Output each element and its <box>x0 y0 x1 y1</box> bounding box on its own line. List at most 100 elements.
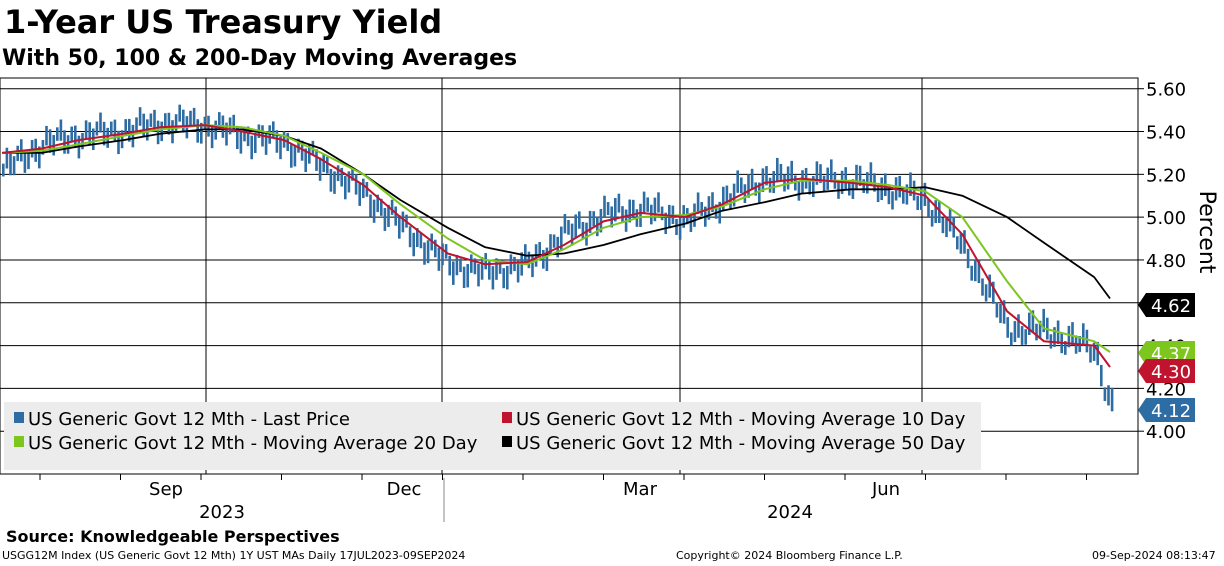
price-bar <box>596 217 599 237</box>
price-bar <box>844 167 847 189</box>
price-bar <box>1006 317 1009 338</box>
price-bar <box>246 126 250 147</box>
footer-index-info: USGG12M Index (US Generic Govt 12 Mth) 1… <box>2 549 466 562</box>
source-note: Source: Knowledgeable Perspectives <box>6 527 340 546</box>
last-value-price: 4.12 <box>1138 398 1195 422</box>
price-bar <box>56 127 59 141</box>
price-bar <box>254 132 257 153</box>
price-bar <box>117 130 120 155</box>
price-bar <box>560 226 563 251</box>
price-bar <box>88 122 91 146</box>
price-bar <box>322 154 325 173</box>
price-bar <box>333 171 336 194</box>
price-bar <box>45 125 48 146</box>
price-bar <box>905 184 909 205</box>
price-bar <box>1110 387 1114 412</box>
price-bar <box>466 264 469 288</box>
price-bar <box>585 222 588 246</box>
xtick-label-dec: Dec <box>387 479 422 500</box>
price-bar <box>394 206 397 226</box>
price-bar <box>167 112 171 135</box>
price-bar <box>869 162 873 186</box>
year-label-2024: 2024 <box>767 502 813 523</box>
price-bar <box>426 240 430 264</box>
price-bar <box>848 181 851 196</box>
price-bar <box>239 131 243 154</box>
price-bar <box>347 171 351 193</box>
price-bar <box>477 263 480 287</box>
price-bar <box>380 198 383 216</box>
legend-box <box>4 402 981 470</box>
price-bar <box>455 254 459 276</box>
price-bar <box>916 195 919 211</box>
last-value-price-tag <box>1138 398 1195 422</box>
price-bar <box>160 121 163 142</box>
price-bar <box>210 124 214 149</box>
price-bar <box>434 239 437 258</box>
price-bar <box>315 149 318 171</box>
price-bar <box>563 213 567 234</box>
price-bar <box>509 254 513 275</box>
price-bar <box>992 281 995 304</box>
price-bar <box>344 175 347 200</box>
price-bar <box>963 230 966 254</box>
price-bar <box>1085 329 1089 353</box>
price-bar <box>740 177 743 194</box>
footer-timestamp: 09-Sep-2024 08:13:47 <box>1092 549 1216 562</box>
price-bar <box>318 157 322 181</box>
price-bar <box>74 125 77 149</box>
legend-label-2: US Generic Govt 12 Mth - Moving Average … <box>28 433 478 454</box>
price-bar <box>351 167 354 181</box>
price-bar <box>1035 323 1038 341</box>
price-bar <box>966 248 970 269</box>
price-bar <box>401 211 405 233</box>
price-bar <box>23 149 27 173</box>
price-bar <box>27 152 30 170</box>
price-bar <box>408 226 412 248</box>
price-bar <box>855 164 858 189</box>
price-bar <box>153 109 156 131</box>
price-bar <box>437 247 441 271</box>
price-bar <box>876 186 880 203</box>
legend-swatch-0 <box>14 412 24 423</box>
price-bar <box>822 175 826 192</box>
price-bar <box>311 140 315 155</box>
price-bar <box>974 259 977 282</box>
last-value-ma10: 4.30 <box>1138 359 1195 383</box>
price-bar <box>1053 327 1056 347</box>
price-bar <box>959 233 963 254</box>
price-bar <box>999 303 1002 324</box>
price-bar <box>480 257 484 280</box>
price-bar <box>1064 341 1067 355</box>
price-bar <box>218 112 221 128</box>
price-bar <box>646 197 649 212</box>
price-bar <box>354 174 358 195</box>
price-bar <box>786 166 790 190</box>
price-bar <box>1020 326 1024 345</box>
price-bar <box>48 129 52 153</box>
price-bar <box>416 228 419 247</box>
price-bar <box>149 113 153 127</box>
price-bar <box>610 206 613 228</box>
price-bar <box>1002 300 1006 324</box>
price-bar <box>549 234 552 256</box>
price-bar <box>930 209 934 227</box>
price-bar <box>653 197 657 222</box>
price-bar <box>617 193 621 213</box>
price-bar <box>491 266 495 290</box>
price-bar <box>714 204 718 219</box>
price-bar <box>1010 332 1013 346</box>
price-bar <box>484 253 487 270</box>
price-bar <box>304 148 307 173</box>
price-bar <box>758 182 761 204</box>
price-bar <box>862 179 865 193</box>
price-bar <box>340 167 343 187</box>
price-bar <box>329 168 333 192</box>
price-bar <box>516 260 520 283</box>
price-bar <box>225 122 228 146</box>
price-bar <box>92 128 95 151</box>
price-bar <box>984 284 988 302</box>
price-bar <box>678 217 682 240</box>
price-bar <box>952 216 955 238</box>
ma10-line <box>1 124 1111 368</box>
